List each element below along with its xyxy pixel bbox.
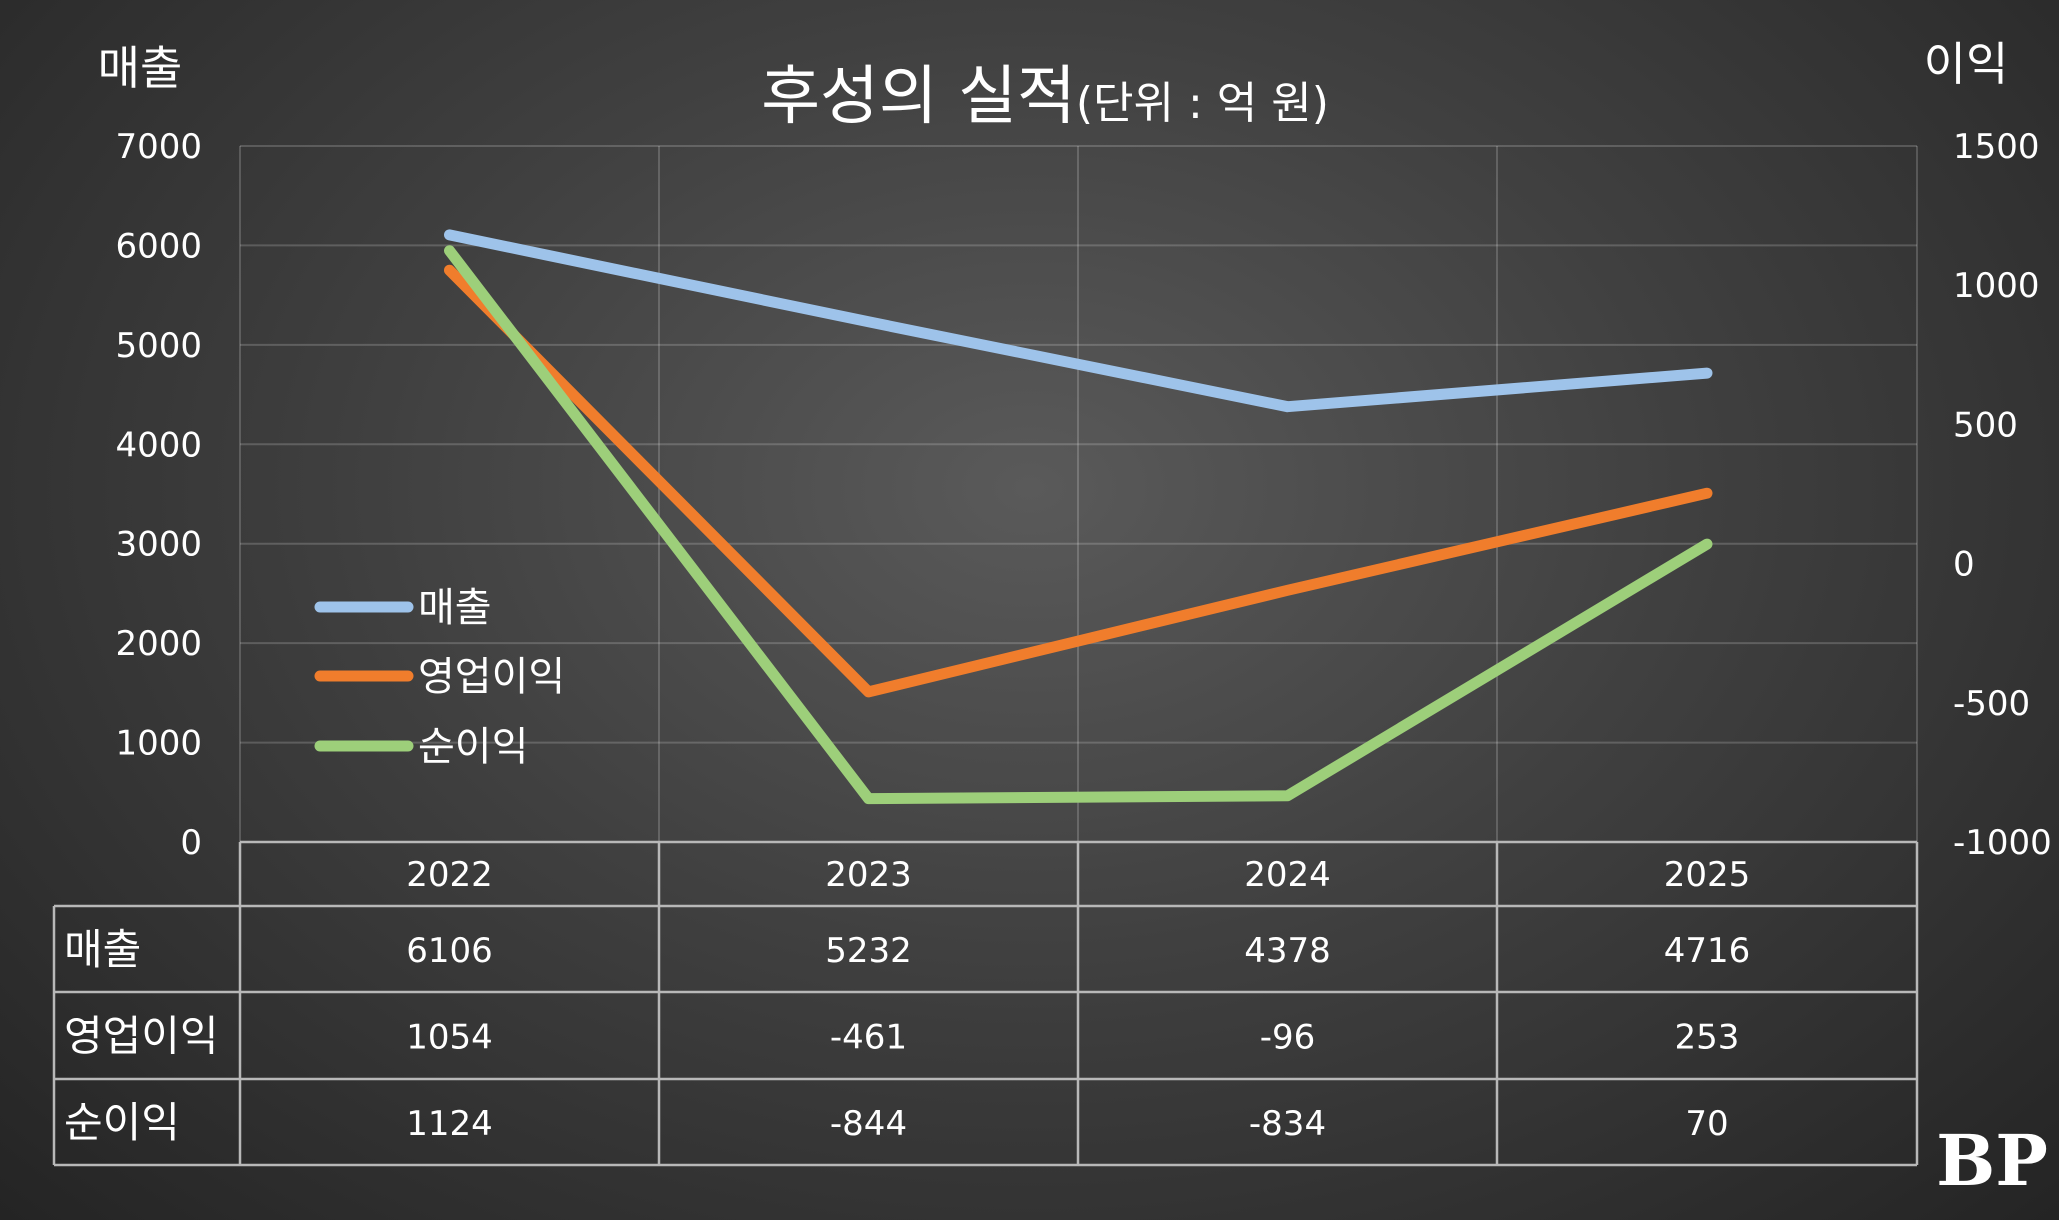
left-axis-tick-label: 5000 [115, 326, 202, 366]
table-row-label: 매출 [64, 925, 141, 974]
right-axis-tick-label: 1500 [1953, 127, 2040, 167]
right-axis-tick-label: 1000 [1953, 266, 2040, 306]
left-axis-tick-label: 1000 [115, 724, 202, 764]
table-cell-value: 70 [1685, 1104, 1728, 1144]
table-category-label: 2022 [406, 855, 493, 895]
right-axis-tick-label: -1000 [1953, 823, 2052, 863]
right-axis-ticks: -1000 -500 0 500 1000 1500 [1953, 127, 2052, 863]
svg-text:후성의 실적(단위 : 억 원): 후성의 실적(단위 : 억 원) [761, 60, 1329, 134]
left-axis-tick-label: 2000 [115, 624, 202, 664]
right-axis-tick-label: -500 [1953, 684, 2030, 724]
left-axis-tick-label: 6000 [115, 226, 202, 266]
left-axis-tick-label: 3000 [115, 525, 202, 565]
series-line-영업이익 [444, 264, 1713, 698]
table-cell-value: 6106 [406, 931, 493, 971]
legend-label: 영업이익 [418, 654, 565, 700]
bp-logo: BP [1936, 1119, 2048, 1202]
left-axis-tick-label: 0 [180, 823, 202, 863]
right-axis-tick-label: 500 [1953, 405, 2018, 445]
series-line-순이익 [444, 245, 1713, 805]
table-cell-value: -461 [830, 1018, 907, 1058]
chart-title: 후성의 실적(단위 : 억 원) [761, 60, 1329, 134]
table-cell-value: 1054 [406, 1018, 493, 1058]
data-table: 2022 2023 2024 2025 매출 6106 5232 4378 4716 영업이익 10… [52, 840, 1919, 1167]
left-axis-tick-label: 7000 [115, 127, 202, 167]
left-axis-tick-label: 4000 [115, 425, 202, 465]
table-cell-value: 5232 [825, 931, 912, 971]
table-cell-value: -834 [1249, 1104, 1326, 1144]
table-category-label: 2023 [825, 855, 912, 895]
table-cell-value: 4378 [1244, 931, 1331, 971]
table-category-label: 2025 [1664, 855, 1751, 895]
right-axis-unit: 이익 [1924, 37, 2009, 91]
chart-title-main: 후성의 실적 [761, 60, 1076, 134]
table-category-label: 2024 [1244, 855, 1331, 895]
left-axis-ticks: 0 1000 2000 3000 4000 5000 6000 7000 [115, 127, 202, 863]
table-cell-value: 1124 [406, 1104, 493, 1144]
series-line-매출 [444, 229, 1713, 413]
legend-label: 순이익 [418, 724, 528, 770]
table-cell-value: 253 [1675, 1018, 1740, 1058]
right-axis-tick-label: 0 [1953, 545, 1975, 585]
left-axis-unit: 매출 [98, 41, 183, 95]
series-lines [444, 229, 1713, 805]
table-row-label: 순이익 [64, 1098, 180, 1147]
table-cell-value: -844 [830, 1104, 907, 1144]
table-row-label: 영업이익 [64, 1012, 219, 1061]
legend-label: 매출 [418, 585, 492, 631]
table-cell-value: -96 [1260, 1018, 1316, 1058]
table-cell-value: 4716 [1664, 931, 1751, 971]
chart-subtitle: (단위 : 억 원) [1076, 78, 1329, 129]
